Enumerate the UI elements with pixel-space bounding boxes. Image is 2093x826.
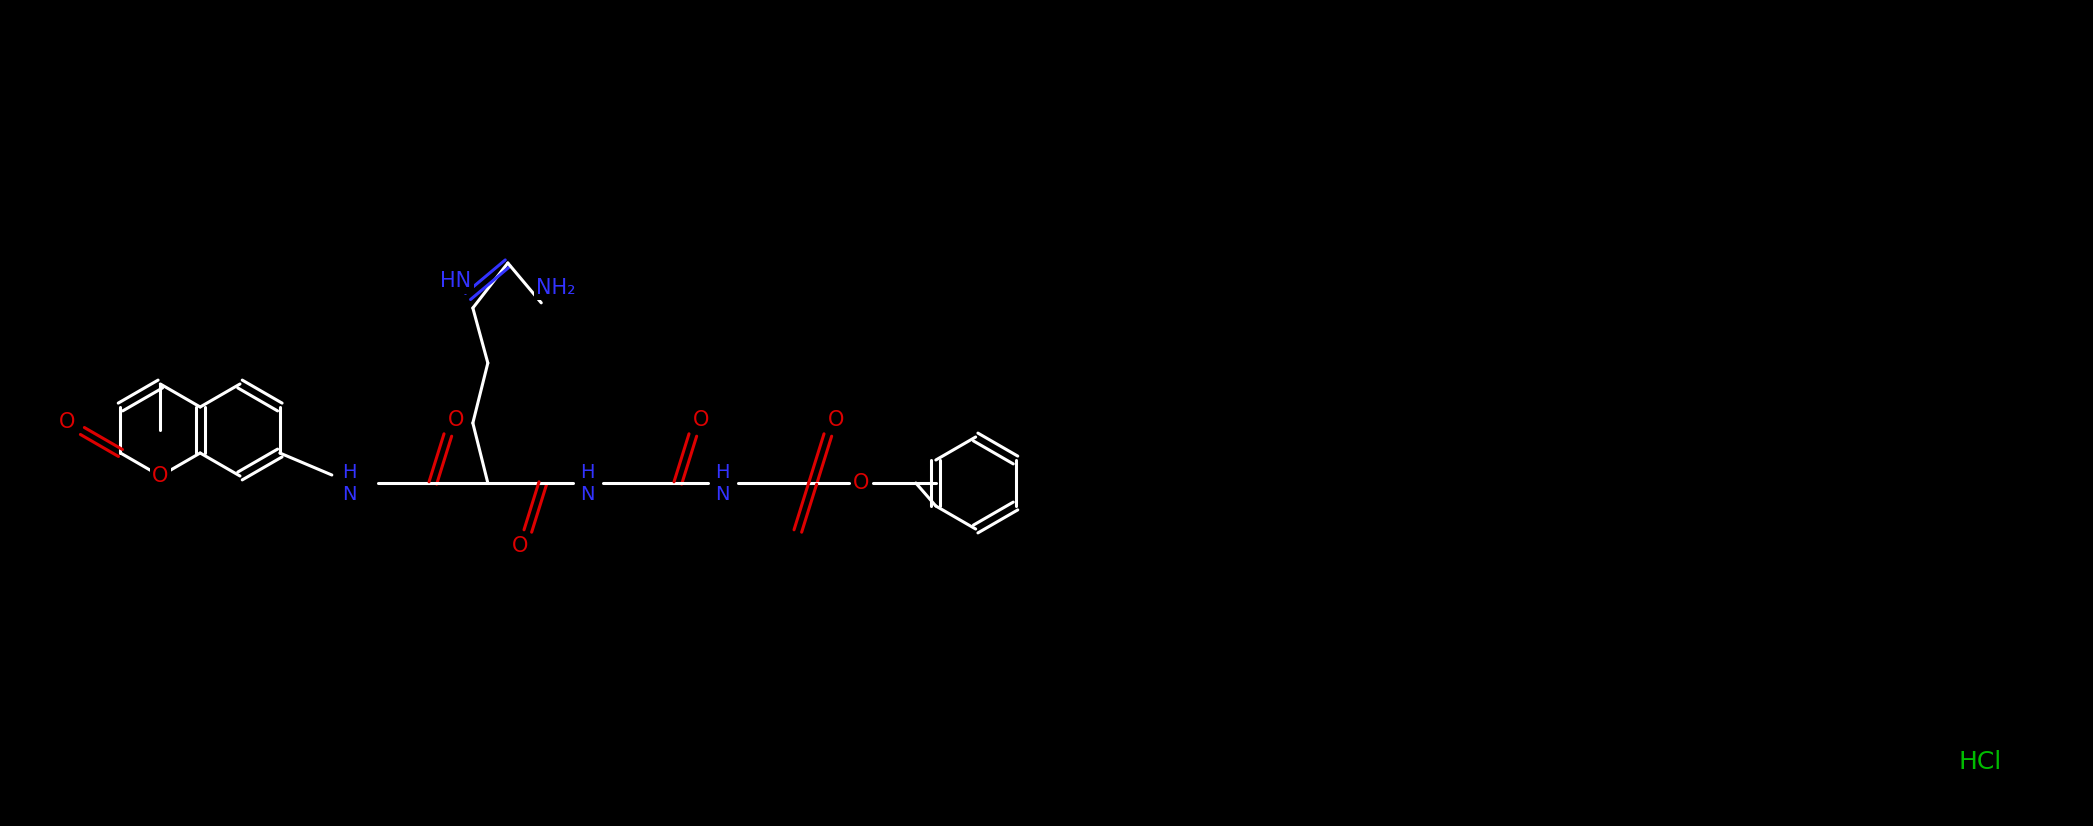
Text: O: O (511, 536, 527, 556)
Text: O: O (827, 410, 843, 430)
Text: O: O (448, 410, 465, 430)
Text: H
N: H N (343, 463, 358, 504)
Text: H
N: H N (716, 463, 730, 504)
Text: O: O (693, 410, 710, 430)
Text: HN: HN (440, 272, 471, 292)
Text: H
N: H N (580, 463, 594, 504)
Text: NH₂: NH₂ (536, 278, 576, 298)
Text: HCl: HCl (1959, 750, 2001, 774)
Text: O: O (852, 473, 869, 493)
Text: O: O (59, 412, 75, 432)
Text: O: O (153, 466, 170, 486)
